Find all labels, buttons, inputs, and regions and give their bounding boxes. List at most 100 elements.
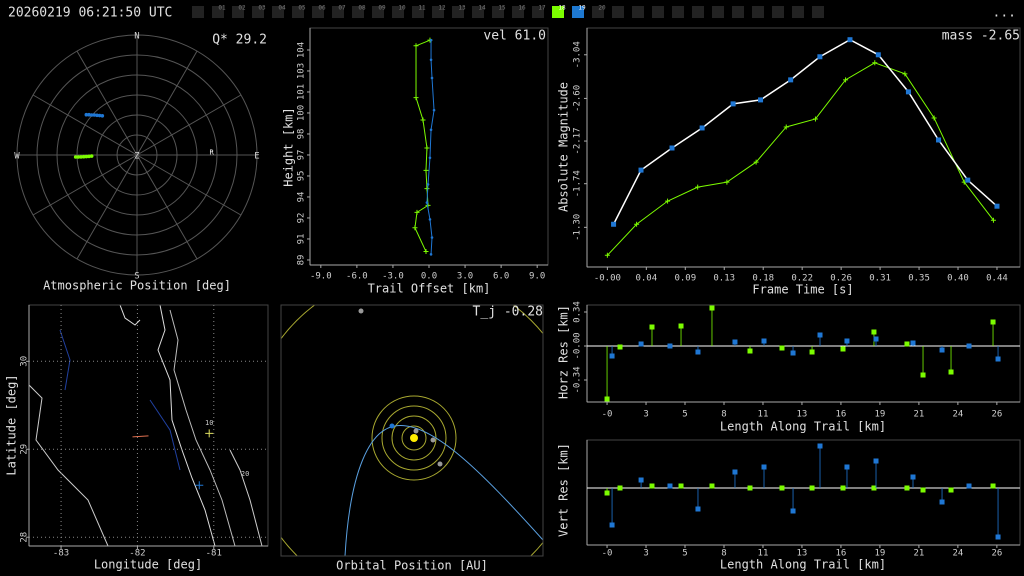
marker (990, 483, 996, 489)
polar-spoke (32, 154, 138, 216)
marker (423, 249, 429, 255)
marker (948, 369, 954, 375)
marker (966, 343, 972, 349)
x-tick-label: 6.0 (493, 272, 509, 282)
series-line (612, 38, 998, 225)
marker (872, 60, 878, 66)
y-tick-label: 97 (297, 150, 307, 161)
marker (432, 108, 436, 112)
frame-box (632, 6, 644, 18)
annotation: mass -2.65 (942, 29, 1020, 44)
marker (87, 154, 91, 159)
marker (695, 506, 701, 512)
marker (430, 76, 434, 80)
x-tick-label: -9.0 (310, 272, 332, 282)
frame-box (552, 6, 564, 18)
y-tick-label: -1.30 (573, 214, 583, 241)
frame-label: 18 (558, 5, 566, 12)
frame-label: 03 (258, 5, 266, 12)
frame-box (792, 6, 804, 18)
y-tick-label: -2.17 (573, 128, 583, 155)
frame-box (412, 6, 424, 18)
marker (84, 154, 89, 159)
more-menu: ... (993, 6, 1016, 21)
frame-label: 09 (378, 5, 386, 12)
marker (995, 356, 1001, 362)
marker (609, 522, 615, 528)
marker (873, 336, 879, 342)
x-tick-label: 0.31 (869, 274, 891, 284)
marker (753, 159, 759, 165)
y-tick-label: -2.60 (573, 85, 583, 112)
frame-label: 04 (278, 5, 286, 12)
marker (429, 253, 433, 256)
polar-spoke (76, 154, 138, 260)
marker (678, 323, 684, 329)
frame-label: 16 (518, 5, 526, 12)
series-line (414, 39, 431, 252)
y-tick-label: 104 (297, 42, 307, 58)
marker (875, 52, 881, 58)
x-tick-label: 0.18 (752, 274, 774, 284)
y-axis-label: Absolute Magnitude (557, 82, 571, 212)
direction-label: S (134, 272, 139, 282)
marker (995, 534, 1001, 540)
marker (709, 305, 715, 311)
x-tick-label: 8 (721, 549, 726, 559)
marker (429, 128, 433, 132)
frame-label: 06 (318, 5, 326, 12)
marker (788, 77, 794, 83)
y-tick-label: -0.34 (573, 366, 583, 393)
y-tick-label: 94 (297, 192, 307, 203)
frame-box (692, 6, 704, 18)
marker (638, 477, 644, 483)
frame-box (432, 6, 444, 18)
x-tick-label: 0.09 (674, 274, 696, 284)
frame-box (192, 6, 204, 18)
x-tick-label: 19 (874, 410, 885, 420)
plot-frame (309, 27, 549, 266)
marker (939, 499, 945, 505)
marker (638, 341, 644, 347)
marker (84, 112, 89, 117)
marker (761, 338, 767, 344)
y-axis-label: Latitude [deg] (5, 374, 19, 475)
marker (424, 145, 430, 151)
marker (747, 485, 753, 491)
marker (948, 487, 954, 493)
direction-label: E (254, 152, 259, 162)
marker (695, 349, 701, 355)
marker (809, 349, 815, 355)
frame-label: 14 (478, 5, 486, 12)
marker (871, 329, 877, 335)
plot-frame (28, 304, 269, 547)
marker (732, 339, 738, 345)
marker (413, 95, 419, 101)
x-tick-label: 3 (643, 410, 648, 420)
x-tick-label: 3.0 (457, 272, 473, 282)
marker (423, 167, 429, 173)
x-axis-label: Length Along Trail [km] (720, 420, 886, 434)
marker (817, 54, 823, 60)
marker (847, 37, 853, 43)
frame-box (212, 6, 224, 18)
marker (667, 343, 673, 349)
marker (871, 485, 877, 491)
frame-box (772, 6, 784, 18)
frame-box (352, 6, 364, 18)
marker (699, 125, 705, 131)
frame-label: 13 (458, 5, 466, 12)
x-tick-label: 8 (721, 410, 726, 420)
x-tick-label: 21 (913, 410, 924, 420)
marker (95, 113, 99, 118)
frame-box (392, 6, 404, 18)
marker (634, 221, 640, 227)
marker (902, 71, 908, 77)
marker (965, 177, 971, 183)
y-tick-label: 103 (297, 63, 307, 79)
plot-frame (586, 304, 1021, 403)
marker (758, 97, 764, 103)
y-tick-label: 100 (297, 105, 307, 121)
marker (840, 485, 846, 491)
